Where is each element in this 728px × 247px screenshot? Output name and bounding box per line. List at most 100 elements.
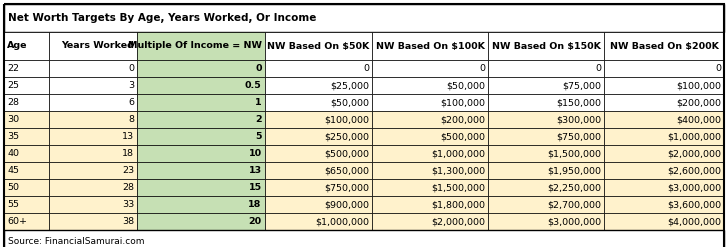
Text: $1,000,000: $1,000,000 xyxy=(431,149,485,158)
Bar xyxy=(137,32,265,60)
Bar xyxy=(4,4,724,32)
Bar xyxy=(265,179,372,196)
Text: 55: 55 xyxy=(7,200,19,209)
Bar xyxy=(604,179,724,196)
Bar xyxy=(50,32,137,60)
Text: $3,600,000: $3,600,000 xyxy=(667,200,721,209)
Bar xyxy=(4,77,50,94)
Text: $3,000,000: $3,000,000 xyxy=(667,183,721,192)
Bar xyxy=(265,77,372,94)
Text: 28: 28 xyxy=(122,183,134,192)
Text: $3,000,000: $3,000,000 xyxy=(547,217,601,226)
Text: $2,000,000: $2,000,000 xyxy=(667,149,721,158)
Text: NW Based On $50K: NW Based On $50K xyxy=(267,41,369,50)
Bar xyxy=(604,145,724,162)
Bar xyxy=(372,77,488,94)
Bar xyxy=(372,196,488,213)
Bar xyxy=(50,60,137,77)
Text: $100,000: $100,000 xyxy=(676,81,721,90)
Bar xyxy=(265,213,372,230)
Bar xyxy=(488,213,604,230)
Text: 13: 13 xyxy=(248,166,261,175)
Text: Multiple Of Income = NW: Multiple Of Income = NW xyxy=(127,41,261,50)
Text: $1,950,000: $1,950,000 xyxy=(547,166,601,175)
Text: 0: 0 xyxy=(256,64,261,73)
Bar xyxy=(137,162,265,179)
Bar xyxy=(137,111,265,128)
Bar xyxy=(265,196,372,213)
Bar xyxy=(488,111,604,128)
Bar xyxy=(137,196,265,213)
Text: $150,000: $150,000 xyxy=(556,98,601,107)
Text: $2,700,000: $2,700,000 xyxy=(547,200,601,209)
Bar xyxy=(488,162,604,179)
Text: 0: 0 xyxy=(363,64,369,73)
Bar xyxy=(50,128,137,145)
Bar xyxy=(265,128,372,145)
Text: 25: 25 xyxy=(7,81,19,90)
Bar xyxy=(265,94,372,111)
Bar xyxy=(604,196,724,213)
Text: $750,000: $750,000 xyxy=(556,132,601,141)
Text: $500,000: $500,000 xyxy=(440,132,485,141)
Bar xyxy=(604,60,724,77)
Bar xyxy=(137,179,265,196)
Text: 0: 0 xyxy=(128,64,134,73)
Text: $200,000: $200,000 xyxy=(440,115,485,124)
Text: $500,000: $500,000 xyxy=(324,149,369,158)
Bar xyxy=(604,94,724,111)
Text: 15: 15 xyxy=(248,183,261,192)
Text: $400,000: $400,000 xyxy=(676,115,721,124)
Text: NW Based On $100K: NW Based On $100K xyxy=(376,41,484,50)
Text: 5: 5 xyxy=(256,132,261,141)
Bar xyxy=(4,213,50,230)
Bar xyxy=(137,60,265,77)
Text: $1,800,000: $1,800,000 xyxy=(431,200,485,209)
Text: $2,000,000: $2,000,000 xyxy=(431,217,485,226)
Bar xyxy=(4,230,724,247)
Text: $300,000: $300,000 xyxy=(556,115,601,124)
Text: $1,300,000: $1,300,000 xyxy=(431,166,485,175)
Text: $1,500,000: $1,500,000 xyxy=(547,149,601,158)
Bar xyxy=(137,94,265,111)
Bar xyxy=(488,60,604,77)
Bar xyxy=(265,60,372,77)
Bar xyxy=(50,162,137,179)
Text: $1,000,000: $1,000,000 xyxy=(667,132,721,141)
Bar xyxy=(372,213,488,230)
Bar xyxy=(372,60,488,77)
Bar xyxy=(488,94,604,111)
Bar xyxy=(372,145,488,162)
Text: NW Based On $200K: NW Based On $200K xyxy=(610,41,719,50)
Bar xyxy=(265,111,372,128)
Bar xyxy=(4,32,50,60)
Text: 2: 2 xyxy=(255,115,261,124)
Bar xyxy=(50,145,137,162)
Text: 10: 10 xyxy=(248,149,261,158)
Text: $25,000: $25,000 xyxy=(330,81,369,90)
Text: $650,000: $650,000 xyxy=(324,166,369,175)
Text: $75,000: $75,000 xyxy=(562,81,601,90)
Bar xyxy=(4,162,50,179)
Text: $1,500,000: $1,500,000 xyxy=(431,183,485,192)
Text: 8: 8 xyxy=(128,115,134,124)
Text: 40: 40 xyxy=(7,149,19,158)
Text: NW Based On $150K: NW Based On $150K xyxy=(492,41,601,50)
Text: 13: 13 xyxy=(122,132,134,141)
Bar xyxy=(4,94,50,111)
Bar xyxy=(372,179,488,196)
Text: 18: 18 xyxy=(248,200,261,209)
Bar xyxy=(488,145,604,162)
Text: 33: 33 xyxy=(122,200,134,209)
Bar xyxy=(488,128,604,145)
Text: Source: FinancialSamurai.com: Source: FinancialSamurai.com xyxy=(8,236,144,246)
Bar xyxy=(488,179,604,196)
Bar xyxy=(4,145,50,162)
Text: 1: 1 xyxy=(255,98,261,107)
Bar xyxy=(372,111,488,128)
Text: $4,000,000: $4,000,000 xyxy=(667,217,721,226)
Bar xyxy=(4,111,50,128)
Bar xyxy=(4,128,50,145)
Bar xyxy=(265,32,372,60)
Text: $200,000: $200,000 xyxy=(676,98,721,107)
